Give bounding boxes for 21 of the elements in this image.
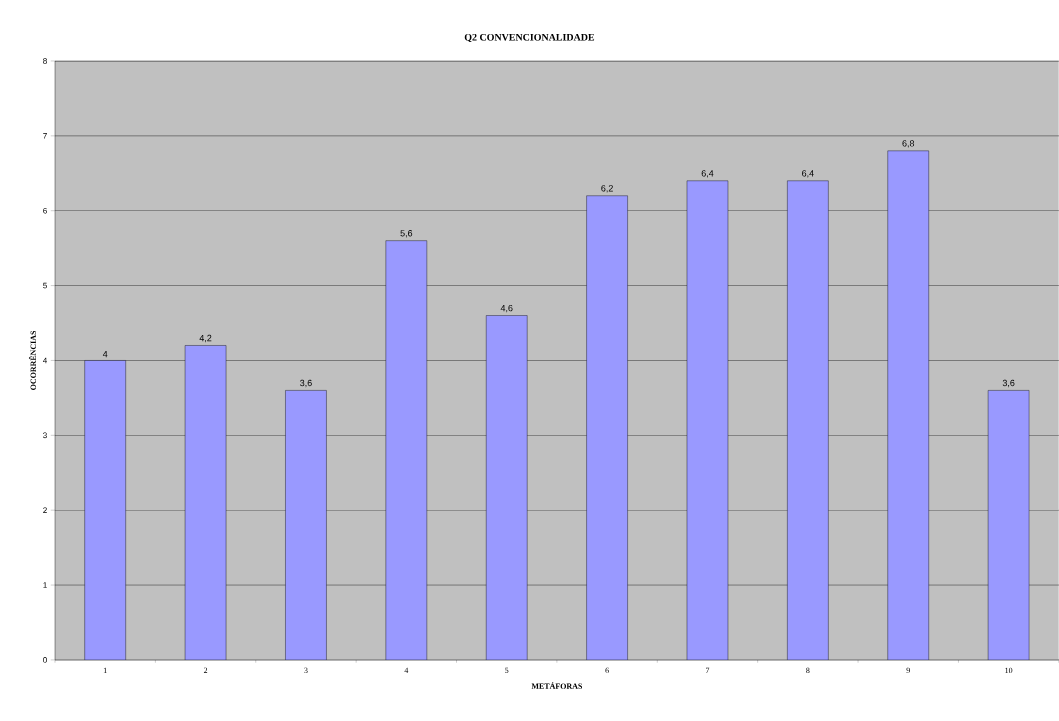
data-label: 4,6 (500, 304, 513, 313)
bar (385, 240, 428, 660)
bar (486, 315, 528, 660)
data-label: 3,6 (1002, 379, 1015, 388)
bar (887, 150, 929, 660)
bar (787, 180, 829, 660)
data-label: 4 (102, 351, 108, 358)
data-label: 6,4 (802, 170, 814, 178)
data-label: 6,2 (601, 185, 613, 193)
data-label: 6,8 (902, 140, 915, 148)
bar (84, 360, 126, 660)
data-label: 3,6 (300, 379, 312, 388)
chart-title: Q2 CONVENCIONALIDADE (464, 33, 595, 43)
data-label: 6,4 (701, 170, 714, 178)
bar (686, 180, 729, 660)
bar (987, 390, 1030, 660)
data-label: 4,2 (199, 334, 212, 343)
bar (285, 390, 327, 660)
data-label: 5,6 (400, 230, 413, 238)
bar (184, 345, 227, 660)
bar (586, 195, 628, 660)
